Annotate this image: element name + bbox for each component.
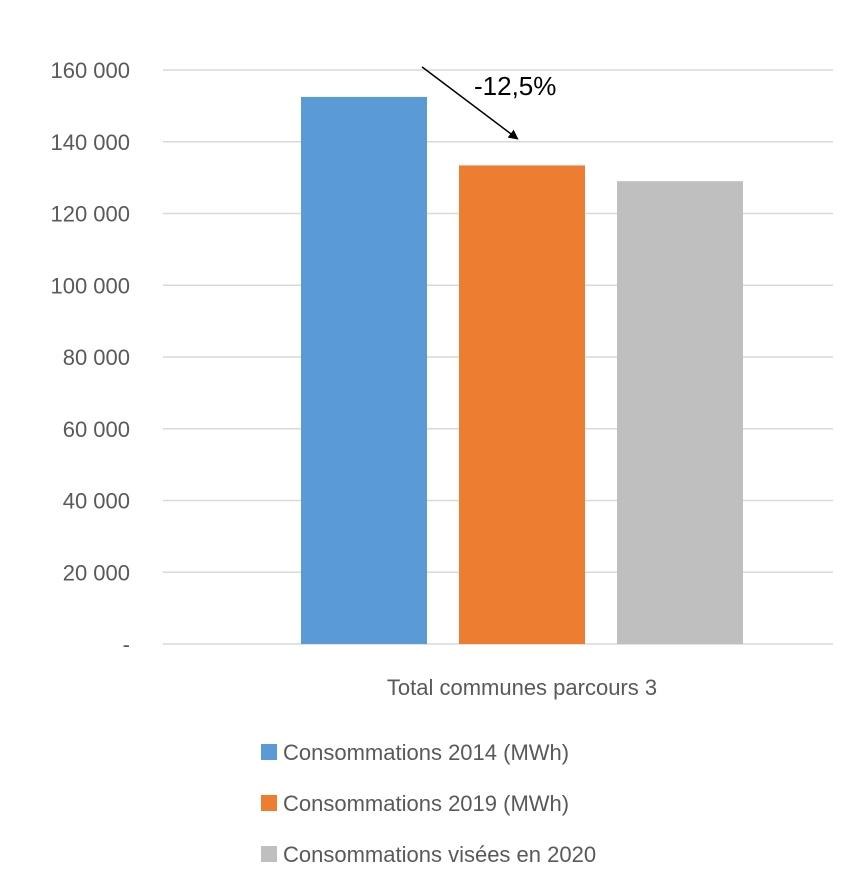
x-axis-categories: Total communes parcours 3 [387,675,657,700]
y-tick-label: 20 000 [63,560,130,585]
legend-swatch [261,846,277,862]
legend: Consommations 2014 (MWh) Consommations 20… [261,740,596,867]
y-tick-label: 140 000 [50,130,130,155]
y-tick-label: - [123,632,130,657]
y-tick-label: 60 000 [63,417,130,442]
legend-swatch [261,795,277,811]
annotation-label: -12,5% [474,71,556,101]
y-tick-label: 80 000 [63,345,130,370]
annotation-arrow [421,66,519,140]
x-category-label: Total communes parcours 3 [387,675,657,700]
y-tick-label: 120 000 [50,202,130,227]
y-tick-label: 100 000 [50,273,130,298]
legend-swatch [261,744,277,760]
y-tick-label: 40 000 [63,489,130,514]
legend-label: Consommations 2019 (MWh) [283,791,569,816]
legend-label: Consommations 2014 (MWh) [283,740,569,765]
bar-series-2 [459,165,585,645]
bar-series-1 [301,96,427,644]
legend-label: Consommations visées en 2020 [283,842,596,867]
y-tick-label: 160 000 [50,58,130,83]
y-axis-ticks: - 20 000 40 000 60 000 80 000 100 000 120 000 1… [50,58,130,657]
annotation: -12,5% [421,66,556,140]
bar-series-3 [617,181,743,644]
bars [301,96,743,645]
